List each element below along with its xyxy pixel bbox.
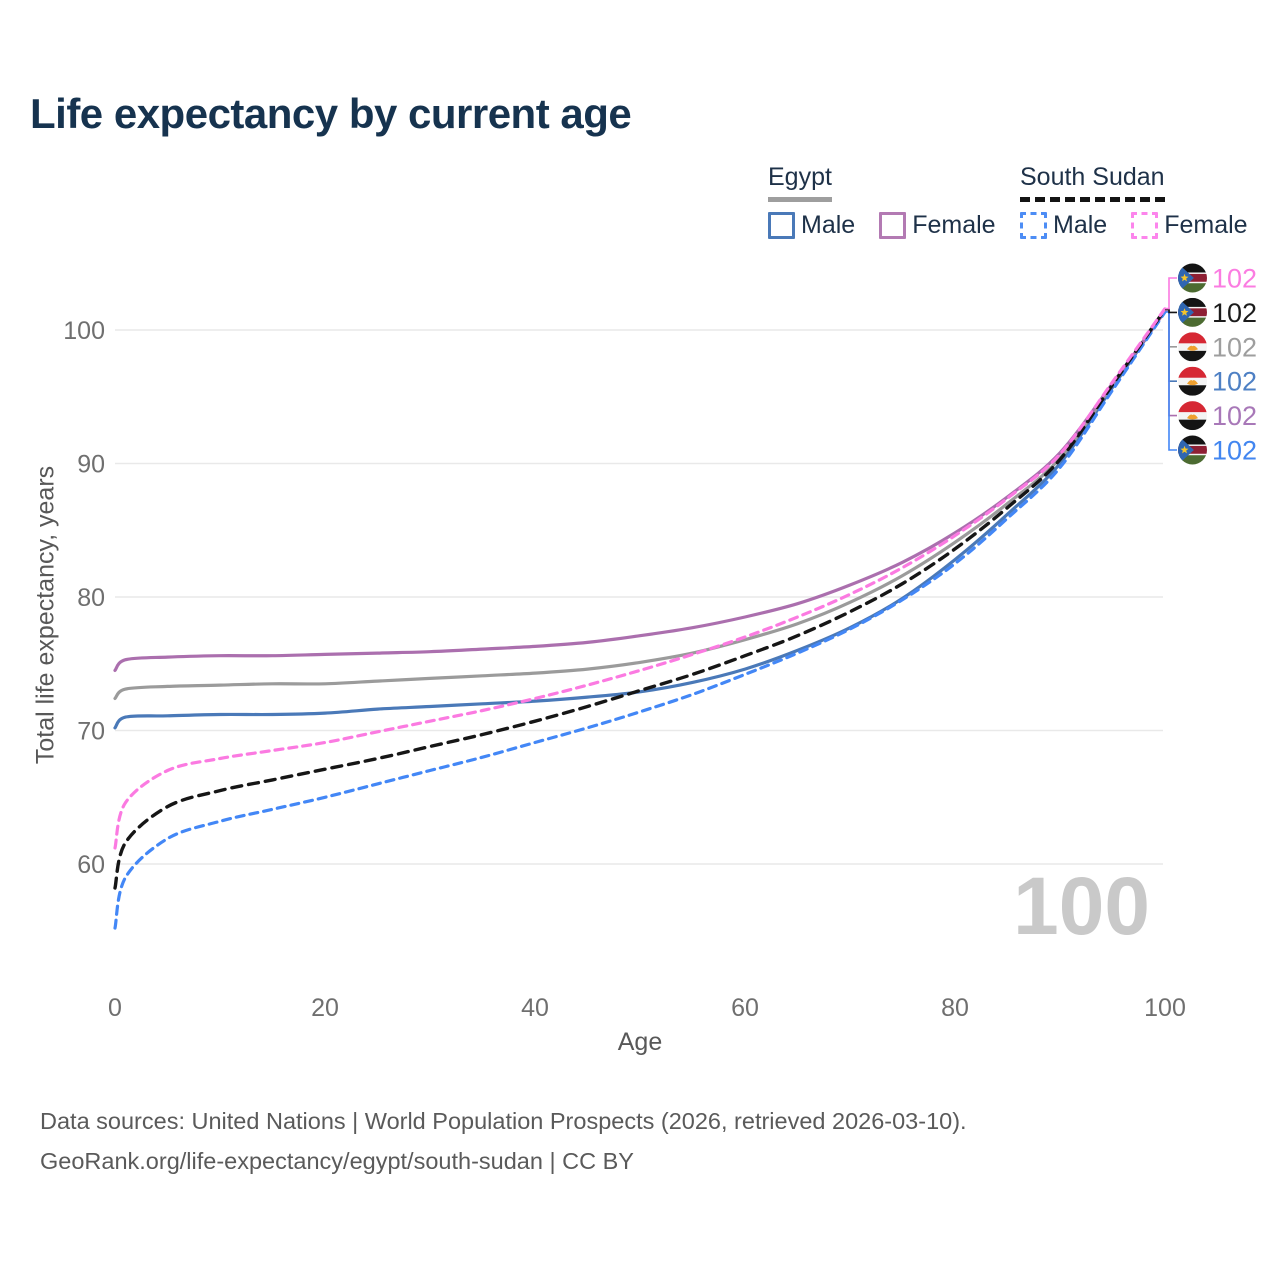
legend-row-south-sudan: Male Female [1020, 211, 1248, 240]
x-tick-60: 60 [731, 994, 759, 1022]
south-sudan-male-swatch-icon [1020, 212, 1047, 239]
chart-title: Life expectancy by current age [30, 90, 632, 137]
legend-title-south-sudan[interactable]: South Sudan [1020, 163, 1165, 202]
egypt-flag-icon[interactable] [1178, 332, 1207, 362]
footer-sources: Data sources: United Nations | World Pop… [40, 1108, 967, 1134]
x-tick-20: 20 [311, 994, 339, 1022]
y-tick-90: 90 [77, 451, 105, 479]
legend-item-egypt-male[interactable]: Male [768, 211, 855, 240]
series-line-egypt-male[interactable] [113, 309, 1167, 730]
legend-item-south-sudan-male[interactable]: Male [1020, 211, 1107, 240]
egypt-male-swatch-icon [768, 212, 795, 239]
y-tick-70: 70 [77, 718, 105, 746]
endpoint-value-egypt-male: 102 [1212, 367, 1257, 397]
egypt-female-swatch-icon [879, 212, 907, 239]
endpoint-connector-egypt-male [1165, 309, 1177, 382]
legend-group-egypt: Egypt Male Female [768, 163, 996, 240]
series-line-south-sudan-male[interactable] [113, 310, 1167, 930]
legend-label: Male [801, 211, 856, 239]
footer-link: GeoRank.org/life-expectancy/egypt/south-… [40, 1148, 634, 1174]
endpoint-value-south-sudan-male: 102 [1212, 436, 1257, 466]
x-tick-40: 40 [521, 994, 549, 1022]
endpoint-value-egypt-female: 102 [1212, 401, 1257, 431]
x-tick-0: 0 [108, 994, 122, 1022]
endpoint-value-south-sudan-female: 102 [1212, 264, 1257, 294]
legend-title-egypt[interactable]: Egypt [768, 163, 832, 202]
south-sudan-female-swatch-icon [1131, 212, 1159, 239]
y-tick-80: 80 [77, 584, 105, 612]
x-tick-100: 100 [1144, 994, 1186, 1022]
series-line-south-sudan-both[interactable] [113, 307, 1167, 890]
x-axis-title: Age [617, 1028, 663, 1056]
x-tick-80: 80 [941, 994, 969, 1022]
endpoint-connector-south-sudan-male [1165, 311, 1177, 451]
series-line-egypt-both[interactable] [113, 308, 1167, 701]
series-line-south-sudan-female[interactable] [113, 307, 1167, 850]
legend-label: Male [1053, 211, 1108, 239]
endpoint-value-south-sudan-both: 102 [1212, 298, 1257, 328]
south-sudan-flag-icon[interactable] [1178, 263, 1207, 293]
legend-label: Female [912, 211, 996, 239]
egypt-flag-icon[interactable] [1178, 366, 1207, 396]
egypt-flag-icon[interactable] [1178, 401, 1207, 431]
endpoint-connector-egypt-both [1165, 309, 1177, 348]
legend-group-south-sudan: South Sudan Male Female [1020, 163, 1248, 240]
y-tick-100: 100 [63, 317, 105, 345]
series-line-egypt-female[interactable] [113, 309, 1167, 673]
y-axis-title: Total life expectancy, years [31, 465, 60, 765]
endpoint-value-egypt-both: 102 [1212, 332, 1257, 362]
legend-item-south-sudan-female[interactable]: Female [1131, 211, 1248, 240]
endpoint-connector-egypt-female [1165, 310, 1177, 417]
current-age-watermark: 100 [1013, 861, 1150, 952]
endpoint-connector-south-sudan-female [1165, 277, 1177, 310]
south-sudan-flag-icon[interactable] [1178, 297, 1207, 327]
y-tick-60: 60 [77, 851, 105, 879]
legend-row-egypt: Male Female [768, 211, 996, 240]
south-sudan-flag-icon[interactable] [1178, 435, 1207, 465]
legend-label: Female [1164, 211, 1248, 239]
legend-item-egypt-female[interactable]: Female [879, 211, 996, 240]
